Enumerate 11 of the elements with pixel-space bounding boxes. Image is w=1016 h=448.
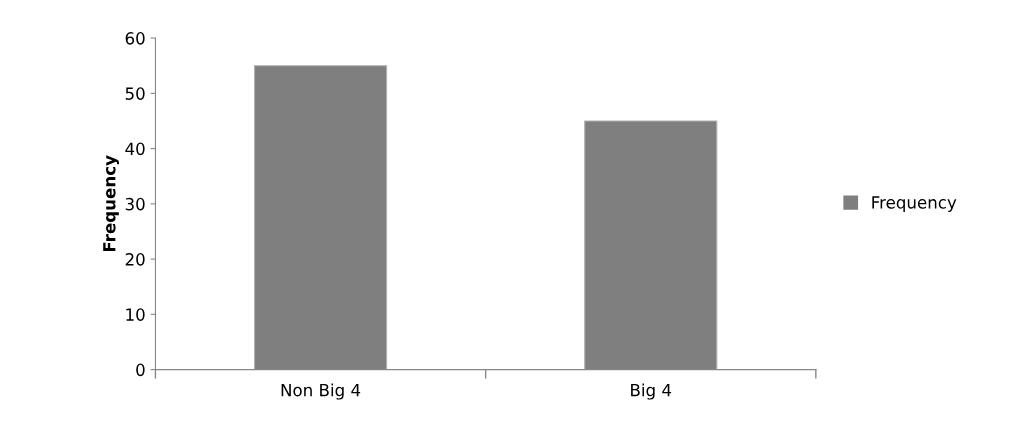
y-tick-label: 40 xyxy=(125,142,145,156)
y-axis-title: Frequency xyxy=(103,155,119,252)
x-tick-label: Big 4 xyxy=(631,383,672,400)
legend-label: Frequency xyxy=(872,196,957,212)
y-tick-label: 50 xyxy=(125,87,145,100)
y-tick-label: 20 xyxy=(125,253,145,266)
y-tick-label: 10 xyxy=(126,308,145,321)
y-tick-label: 0 xyxy=(136,363,145,377)
y-tick-label: 60 xyxy=(125,32,145,45)
x-tick-label: Non Big 4 xyxy=(281,383,361,400)
y-tick-label: 30 xyxy=(125,197,145,211)
